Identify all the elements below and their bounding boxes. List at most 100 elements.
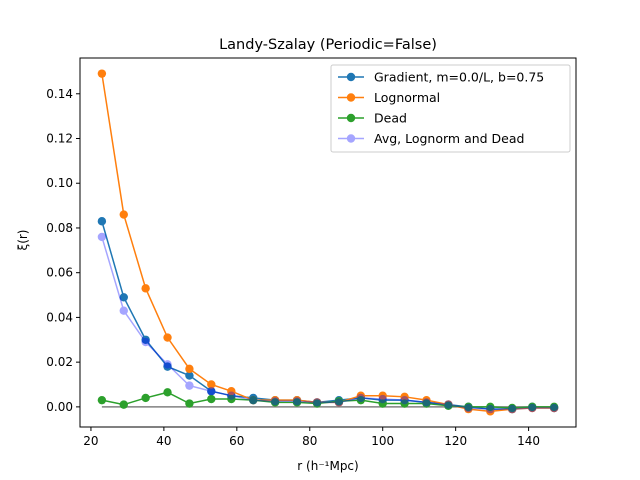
- data-point: [227, 387, 236, 396]
- axes: 20 40 60 80 100 120 140 0.00 0.02 0.04 0.06 0.08 0.1…: [46, 57, 577, 448]
- data-point: [185, 399, 194, 408]
- legend-swatch: [338, 134, 364, 143]
- data-point: [185, 364, 194, 374]
- data-point: [270, 397, 280, 406]
- axes-frame: [79, 57, 577, 428]
- legend-swatch: [338, 113, 364, 123]
- data-point: [400, 399, 409, 408]
- data-point: [97, 217, 107, 226]
- data-point: [400, 392, 409, 402]
- data-point: [141, 335, 150, 344]
- data-point: [249, 395, 258, 405]
- x-tick-label: 60: [229, 434, 244, 448]
- legend-entry: Lognormal: [338, 90, 440, 105]
- data-point: [444, 401, 453, 410]
- legend-entry: Avg, Lognorm and Dead: [338, 131, 524, 146]
- data-point: [312, 399, 322, 408]
- data-point: [185, 371, 194, 380]
- plot-area: [97, 69, 559, 416]
- x-tick-label: 40: [156, 434, 171, 448]
- series-line: [101, 236, 555, 410]
- x-tick-label: 100: [371, 434, 394, 448]
- data-point: [334, 398, 344, 407]
- data-point: [334, 397, 344, 406]
- data-point: [444, 400, 453, 409]
- data-point: [141, 393, 150, 403]
- legend-swatch: [338, 93, 364, 102]
- data-point: [486, 402, 495, 412]
- data-point: [378, 391, 387, 400]
- data-point: [292, 398, 302, 407]
- x-tick-label: 20: [83, 434, 98, 448]
- data-point: [528, 403, 537, 413]
- y-tick-label: 0.00: [46, 400, 73, 414]
- data-point: [249, 395, 258, 405]
- data-point: [464, 402, 473, 412]
- legend: Gradient, m=0.0/L, b=0.75 Lognormal Dead Av…: [330, 64, 571, 153]
- y-tick-label: 0.08: [46, 221, 73, 235]
- y-tick-label: 0.04: [46, 310, 73, 324]
- data-point: [207, 387, 216, 396]
- data-point: [207, 394, 216, 404]
- data-point: [97, 232, 107, 242]
- data-point: [119, 306, 128, 315]
- y-tick-label: 0.10: [46, 176, 73, 190]
- data-point: [528, 402, 537, 412]
- series-line: [101, 221, 555, 410]
- chart-title: Landy-Szalay (Periodic=False): [219, 37, 437, 53]
- x-tick-label: 120: [444, 434, 467, 448]
- data-point: [422, 398, 431, 407]
- data-point: [312, 398, 322, 407]
- x-axis-label: r (h⁻¹Mpc): [297, 459, 358, 473]
- data-point: [141, 284, 150, 293]
- data-point: [507, 403, 517, 413]
- data-point: [163, 388, 172, 397]
- data-point: [163, 362, 172, 371]
- data-point: [422, 399, 431, 408]
- data-point: [163, 333, 172, 342]
- data-point: [549, 402, 559, 412]
- x-tick-label: 140: [517, 434, 540, 448]
- legend-swatch-marker: [346, 72, 356, 82]
- data-point: [486, 404, 495, 414]
- series-line: [101, 391, 555, 409]
- legend-label: Gradient, m=0.0/L, b=0.75: [374, 70, 544, 85]
- data-point: [356, 393, 366, 403]
- y-tick-label: 0.06: [46, 266, 73, 280]
- legend-swatch-marker: [346, 113, 356, 123]
- legend-label: Avg, Lognorm and Dead: [374, 131, 524, 146]
- data-point: [141, 337, 150, 347]
- data-point: [119, 293, 128, 302]
- data-point: [227, 394, 236, 404]
- data-point: [549, 403, 559, 413]
- data-point: [378, 399, 387, 408]
- data-point: [400, 395, 409, 405]
- data-point: [507, 404, 517, 414]
- series-3: [97, 388, 559, 413]
- series-4: [97, 232, 559, 414]
- data-point: [207, 387, 216, 396]
- legend-box: [330, 64, 571, 153]
- legend-label: Dead: [374, 111, 407, 126]
- data-point: [464, 403, 473, 413]
- legend-label: Lognormal: [374, 90, 440, 105]
- data-point: [356, 395, 366, 405]
- legend-swatch-marker: [346, 134, 356, 143]
- y-tick-label: 0.02: [46, 355, 73, 369]
- data-point: [97, 395, 107, 405]
- data-point: [378, 394, 387, 404]
- data-point: [270, 398, 280, 407]
- y-tick-label: 0.12: [46, 132, 73, 146]
- y-tick-label: 0.14: [46, 87, 73, 101]
- data-point: [97, 69, 107, 78]
- data-point: [207, 380, 216, 389]
- data-point: [163, 360, 172, 369]
- legend-swatch: [338, 72, 364, 82]
- legend-entry: Gradient, m=0.0/L, b=0.75: [338, 70, 544, 85]
- data-point: [292, 397, 302, 406]
- x-tick-label: 80: [302, 434, 317, 448]
- legend-entry: Dead: [338, 111, 407, 126]
- y-axis-label: ξ(r): [16, 230, 30, 251]
- data-point: [227, 391, 236, 400]
